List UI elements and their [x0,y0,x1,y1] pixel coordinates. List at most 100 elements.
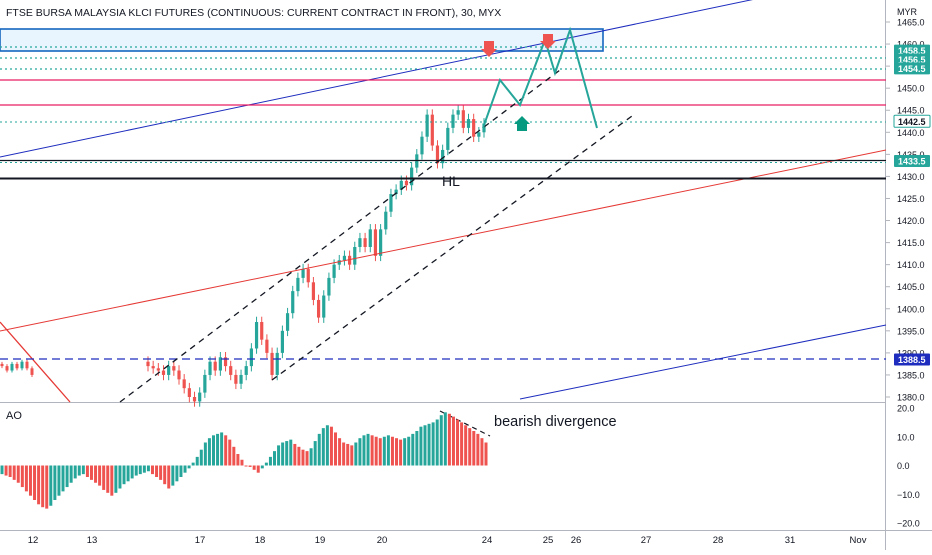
ao-bar [33,465,37,500]
ao-bar [114,465,118,493]
ao-bar [456,419,460,466]
divergence-annotation: bearish divergence [494,414,617,430]
price-tick-label: 1430.0 [897,172,925,182]
time-tick-label: 27 [641,535,652,546]
ao-bar [407,436,411,466]
buy-arrow[interactable] [514,116,530,131]
ao-bar [472,431,476,466]
candle-body [10,363,14,371]
price-label-badge [894,353,930,366]
ao-bar [313,441,317,466]
ao-bar [195,456,199,466]
ao-bar [289,439,293,466]
price-label-badge [894,62,930,75]
ao-bar [53,465,57,500]
candle-body [270,352,274,375]
candle-body [177,370,181,380]
candle-body [25,361,29,369]
candle-body [301,269,305,278]
candle-body [389,194,393,212]
candle-body [254,322,259,349]
price-label-text: 1442.5 [898,117,926,127]
ao-bar [329,426,333,466]
candle-body [394,189,398,195]
ao-bar [317,433,321,466]
price-tick-label: 1390.0 [897,348,925,358]
supply-zone-box[interactable] [0,28,604,52]
candle-body [146,361,150,367]
price-axis: 1380.0 1385.0 1390.0 1395.0 1400.0 1405.0 1410… [886,18,931,529]
price-pane [0,104,486,407]
ao-bar [281,442,285,466]
candle-body [198,392,202,402]
ao-bar [301,449,305,466]
candle-body [425,114,429,137]
ao-bar [179,465,183,477]
red-descending-line[interactable] [0,321,71,403]
candle-body [161,370,166,375]
ao-bar [435,419,439,466]
lower-blue-trendline[interactable] [519,324,887,400]
price-tick-label: 1420.0 [897,216,925,226]
red-trendline[interactable] [0,149,887,332]
ao-bar [4,465,8,476]
candle-body [435,145,440,164]
time-tick-label: 20 [377,535,388,546]
candle-body [379,229,383,256]
ao-bar [342,442,346,466]
ao-bar [8,465,12,477]
price-label-text: 1388.5 [898,355,926,365]
candle-body [466,119,471,128]
indicator-label: AO [6,410,22,422]
ao-bar [431,422,435,466]
ao-bar [167,465,171,489]
ao-bar [439,415,443,466]
candle-body [348,255,352,265]
channel-lower-line[interactable] [271,115,633,381]
time-tick-label: 17 [195,535,206,546]
channel-upper-line[interactable] [119,159,441,403]
time-tick-label: 19 [315,535,326,546]
price-tick-label: 1460.0 [897,40,925,50]
ao-tick-label: 20.0 [897,404,915,414]
candle-body [337,260,341,265]
candle-body [327,277,331,296]
sell-arrow-1[interactable] [481,41,497,57]
ao-bar [24,465,28,492]
price-tick-label: 1450.0 [897,84,925,94]
sell-arrow-2[interactable] [540,34,556,49]
price-label-badge [894,154,930,167]
candle-body [15,363,19,369]
candle-body [472,119,476,137]
candle-body [461,110,465,128]
ao-bar [252,465,256,470]
ao-bar [142,465,146,473]
ao-bar [106,465,110,493]
channel-short-line[interactable] [439,69,561,161]
ao-bar [155,465,159,477]
ao-bar [285,441,289,466]
ao-bar [321,428,325,466]
ao-bar [309,448,313,466]
time-tick-label: 24 [482,535,493,546]
candle-body [384,211,388,230]
upper-blue-trendline[interactable] [0,0,760,158]
candle-body [249,348,253,367]
price-tick-label: 1380.0 [897,393,925,403]
drawings-layer [0,0,887,437]
ao-tick-label: 10.0 [897,432,915,442]
currency-label: MYR [897,7,918,17]
time-tick-label: 12 [28,535,39,546]
ao-bar [183,465,187,473]
time-tick-label: 13 [87,535,98,546]
ao-bar [203,442,207,466]
ao-bar [370,435,374,466]
ao-bar [399,439,403,466]
ao-bar [37,465,41,505]
ao-bar [268,456,272,466]
ao-bar [354,442,358,466]
ao-bar [69,465,73,483]
ao-bar [427,423,431,466]
ao-bar [451,416,455,466]
